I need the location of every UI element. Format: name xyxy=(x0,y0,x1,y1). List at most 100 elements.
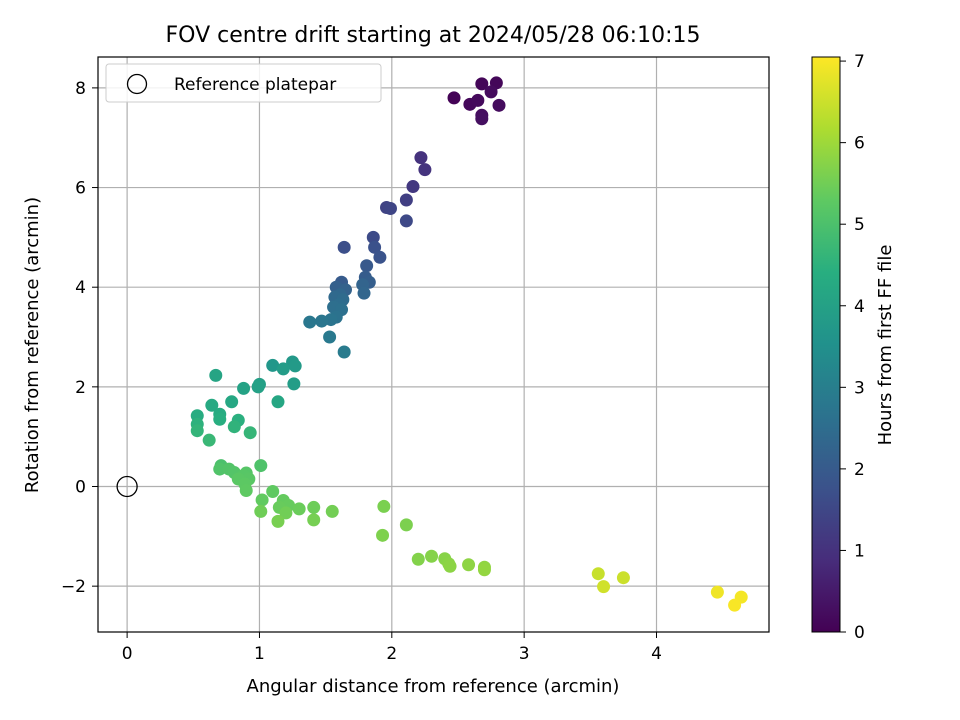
y-axis-ticks: −2 0 2 4 6 8 xyxy=(61,79,98,597)
legend-label: Reference platepar xyxy=(174,75,336,95)
data-point xyxy=(213,462,227,476)
colorbar-tick-label: 7 xyxy=(854,52,865,72)
data-point xyxy=(254,459,268,473)
data-point xyxy=(266,484,280,498)
data-point xyxy=(443,559,457,573)
data-point xyxy=(597,580,611,594)
colorbar: 0 1 2 3 4 5 6 7 Hours from first FF file xyxy=(811,52,896,643)
data-point xyxy=(271,514,285,528)
data-point xyxy=(418,163,432,177)
data-point xyxy=(383,201,397,215)
colorbar-tick-label: 5 xyxy=(854,215,865,235)
data-point xyxy=(271,395,285,409)
data-point xyxy=(315,314,329,328)
data-point xyxy=(399,193,413,207)
x-tick-label: 4 xyxy=(651,644,662,664)
plot-frame xyxy=(97,56,770,633)
y-axis-label: Rotation from reference (arcmin) xyxy=(22,197,43,493)
data-point xyxy=(471,93,485,107)
data-point xyxy=(376,528,390,542)
data-point xyxy=(377,499,391,513)
data-point xyxy=(425,549,439,563)
data-point xyxy=(357,286,371,300)
data-point xyxy=(227,420,241,434)
data-point xyxy=(616,571,630,585)
colorbar-tick-label: 0 xyxy=(854,623,865,643)
x-axis-label: Angular distance from reference (arcmin) xyxy=(247,676,620,697)
colorbar-ticks: 0 1 2 3 4 5 6 7 xyxy=(840,52,865,643)
data-point xyxy=(225,395,239,409)
x-tick-label: 2 xyxy=(386,644,397,664)
data-point xyxy=(484,85,498,99)
colorbar-tick-label: 6 xyxy=(854,134,865,154)
data-points xyxy=(190,76,748,612)
data-point xyxy=(276,362,290,376)
data-point xyxy=(255,493,269,507)
data-point xyxy=(710,585,724,599)
data-point xyxy=(368,240,382,254)
data-point xyxy=(213,412,227,426)
data-point xyxy=(399,214,413,228)
colorbar-label: Hours from first FF file xyxy=(875,245,896,446)
data-point xyxy=(477,563,491,577)
data-point xyxy=(728,598,742,612)
data-point xyxy=(209,368,223,382)
y-tick-label: 2 xyxy=(75,378,86,398)
data-point xyxy=(307,513,321,527)
data-point xyxy=(411,552,425,566)
data-point xyxy=(202,433,216,447)
data-point xyxy=(239,483,253,497)
data-point xyxy=(292,502,306,516)
y-tick-label: −2 xyxy=(61,577,86,597)
chart-title: FOV centre drift starting at 2024/05/28 … xyxy=(166,23,701,48)
x-tick-label: 0 xyxy=(122,644,133,664)
data-point xyxy=(237,381,251,395)
data-point xyxy=(373,250,387,264)
data-point xyxy=(337,345,351,359)
data-point xyxy=(492,98,506,112)
data-point xyxy=(288,359,302,373)
colorbar-tick-label: 3 xyxy=(854,378,865,398)
data-point xyxy=(266,358,280,372)
data-point xyxy=(462,558,476,572)
data-point xyxy=(406,180,420,194)
colorbar-tick-label: 4 xyxy=(854,297,865,317)
data-point xyxy=(475,77,489,91)
reference-point xyxy=(116,475,138,498)
data-point xyxy=(303,315,317,329)
legend-marker-icon xyxy=(126,73,148,95)
data-point xyxy=(205,398,219,412)
legend-box xyxy=(105,63,382,103)
data-point xyxy=(287,377,301,391)
data-point xyxy=(475,112,489,126)
colorbar-gradient xyxy=(811,56,841,633)
colorbar-tick-label: 2 xyxy=(854,460,865,480)
y-tick-label: 0 xyxy=(75,478,86,498)
y-tick-label: 4 xyxy=(75,278,86,298)
data-point xyxy=(447,91,461,105)
data-point xyxy=(190,424,204,438)
data-point xyxy=(251,380,265,394)
x-tick-label: 1 xyxy=(254,644,265,664)
data-point xyxy=(360,259,374,273)
data-point xyxy=(323,330,337,344)
reference-marker xyxy=(116,475,138,498)
data-point xyxy=(254,504,268,518)
y-tick-label: 6 xyxy=(75,179,86,199)
data-point xyxy=(243,426,257,440)
data-point xyxy=(399,518,413,532)
legend: Reference platepar xyxy=(105,63,382,103)
data-point xyxy=(279,506,293,520)
data-point xyxy=(337,240,351,254)
data-point xyxy=(414,151,428,165)
data-point xyxy=(366,230,380,244)
x-tick-label: 3 xyxy=(519,644,530,664)
data-point xyxy=(591,567,605,581)
x-axis-ticks: 0 1 2 3 4 xyxy=(122,632,662,664)
grid-lines xyxy=(98,57,769,632)
data-point xyxy=(325,504,339,518)
y-tick-label: 8 xyxy=(75,79,86,99)
data-point xyxy=(307,500,321,514)
colorbar-tick-label: 1 xyxy=(854,541,865,561)
